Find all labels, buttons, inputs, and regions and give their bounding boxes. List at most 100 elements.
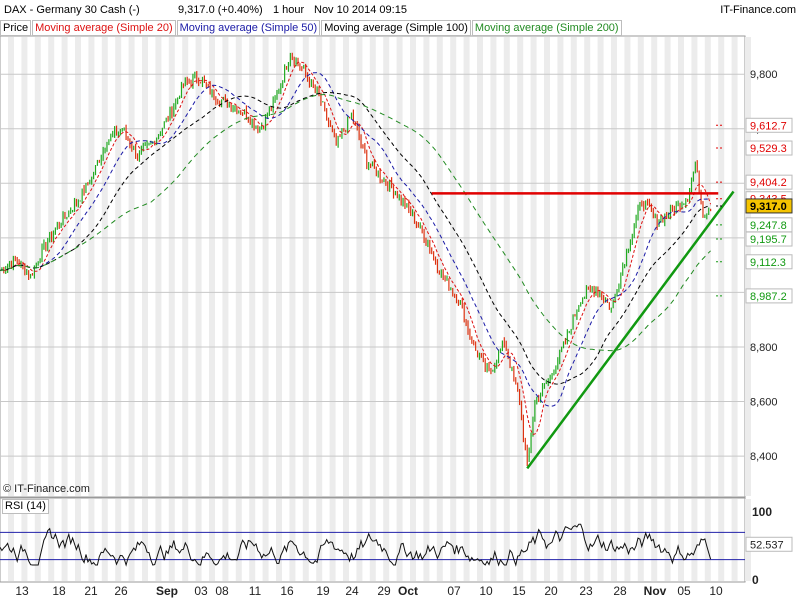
price-level-label: 9,247.8: [750, 220, 787, 232]
chart-header: DAX - Germany 30 Cash (-) 9,317.0 (+0.40…: [0, 0, 800, 20]
session-band: [731, 499, 738, 581]
session-band: [718, 499, 725, 581]
x-tick-label: 28: [613, 584, 627, 598]
session-band: [34, 499, 41, 581]
x-tick-label: 13: [15, 584, 29, 598]
price-level-box: [745, 174, 793, 190]
rsi-label[interactable]: RSI (14): [2, 499, 49, 514]
session-band: [75, 499, 81, 581]
rsi-line: [0, 523, 712, 567]
session-band: [544, 499, 550, 581]
session-band: [88, 37, 95, 496]
trend-line: [526, 190, 735, 470]
session-band: [664, 37, 671, 496]
copyright: © IT-Finance.com: [3, 483, 90, 495]
session-band: [637, 499, 644, 581]
moving-average-line: [0, 72, 711, 407]
instrument-title: DAX - Germany 30 Cash (-): [4, 4, 140, 16]
session-band: [142, 37, 148, 496]
session-band: [410, 499, 416, 581]
session-band: [262, 37, 269, 496]
price-tick-label: 8,400: [750, 451, 778, 463]
session-band: [235, 499, 242, 581]
session-band: [477, 37, 483, 496]
legend-sma50[interactable]: Moving average (Simple 50): [176, 20, 321, 36]
session-band: [503, 499, 510, 581]
session-band: [48, 37, 55, 496]
session-band: [168, 499, 175, 581]
session-band: [490, 37, 497, 496]
x-tick-label: 05: [677, 584, 691, 598]
legend-price[interactable]: Price: [0, 20, 32, 36]
x-tick-label: 10: [709, 584, 723, 598]
session-band: [651, 499, 658, 581]
session-band: [490, 499, 497, 581]
session-band: [289, 499, 296, 581]
price-level-label: 9,195.7: [750, 234, 787, 246]
price-tick-label: 8,600: [750, 397, 778, 409]
session-band: [222, 499, 229, 581]
session-band: [624, 499, 631, 581]
session-band: [557, 37, 564, 496]
session-band: [517, 499, 524, 581]
session-band: [436, 37, 443, 496]
session-band: [517, 37, 524, 496]
session-band: [369, 499, 376, 581]
session-band: [262, 499, 269, 581]
legend-sma200[interactable]: Moving average (Simple 200): [471, 20, 622, 36]
session-band: [611, 499, 617, 581]
x-tick-label: 11: [249, 584, 262, 598]
current-price-box: [745, 198, 793, 214]
x-tick-label: 19: [316, 584, 330, 598]
session-band: [343, 499, 349, 581]
x-tick-label: 26: [114, 584, 128, 598]
session-band: [316, 499, 323, 581]
session-band: [209, 499, 215, 581]
x-tick-label: 15: [512, 584, 526, 598]
session-band: [329, 37, 336, 496]
session-band: [637, 37, 644, 496]
session-band: [423, 37, 430, 496]
session-band: [691, 37, 698, 496]
price-level-box: [745, 288, 793, 304]
session-band: [356, 499, 363, 581]
session-band: [704, 499, 711, 581]
price-level-label: 9,112.3: [750, 257, 786, 269]
session-band: [570, 37, 577, 496]
session-band: [61, 37, 68, 496]
session-band: [369, 37, 376, 496]
session-band: [128, 499, 135, 581]
session-band: [450, 37, 457, 496]
x-tick-label: 20: [544, 584, 558, 598]
x-tick-label: 03: [194, 584, 208, 598]
x-tick-label: 29: [377, 584, 391, 598]
price-level-box: [745, 254, 793, 270]
session-band: [624, 37, 631, 496]
session-band: [544, 37, 550, 496]
interval-label: 1 hour: [273, 4, 305, 16]
x-tick-label: Oct: [398, 584, 418, 598]
price-level-label: 9,529.3: [750, 143, 787, 155]
x-tick-label: 10: [479, 584, 493, 598]
session-band: [302, 499, 309, 581]
session-band: [61, 499, 68, 581]
session-band: [276, 499, 282, 581]
session-band: [436, 499, 443, 581]
session-band: [34, 37, 41, 496]
session-band: [731, 37, 738, 496]
session-band: [235, 37, 242, 496]
legend-sma20[interactable]: Moving average (Simple 20): [32, 20, 176, 36]
legend: Price Moving average (Simple 20) Moving av…: [0, 20, 623, 36]
session-band: [115, 499, 122, 581]
session-band: [115, 37, 122, 496]
session-band: [396, 499, 403, 581]
x-tick-label: 07: [447, 584, 461, 598]
price-level-box: [745, 117, 793, 133]
session-band: [222, 37, 229, 496]
session-band: [128, 37, 135, 496]
session-band: [168, 37, 175, 496]
session-band: [651, 37, 658, 496]
legend-sma100[interactable]: Moving average (Simple 100): [321, 20, 471, 36]
